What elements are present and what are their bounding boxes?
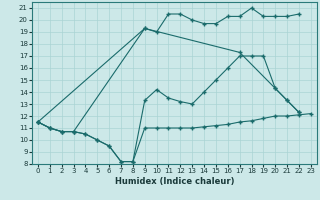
X-axis label: Humidex (Indice chaleur): Humidex (Indice chaleur): [115, 177, 234, 186]
